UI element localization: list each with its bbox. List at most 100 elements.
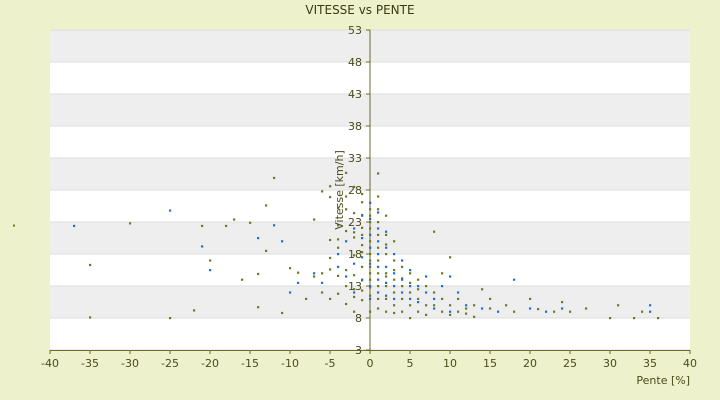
- data-point-olive: [369, 221, 372, 224]
- data-point-olive: [481, 288, 484, 291]
- data-point-olive: [89, 263, 92, 267]
- y-tick-label: 38: [348, 120, 362, 133]
- data-point-olive: [345, 285, 348, 288]
- data-point-olive: [617, 304, 620, 307]
- data-point-olive: [393, 259, 396, 262]
- data-point-olive: [385, 275, 388, 278]
- data-point-blue: [369, 246, 372, 249]
- data-point-olive: [321, 291, 324, 294]
- data-point-blue: [377, 240, 380, 243]
- data-point-blue: [361, 214, 364, 217]
- data-point-blue: [337, 265, 340, 268]
- data-point-olive: [353, 231, 356, 234]
- data-point-blue: [289, 291, 292, 294]
- y-tick-labels: 38131823283338434853: [348, 24, 370, 357]
- data-point-blue: [457, 291, 460, 294]
- x-tick-label: -40: [41, 357, 59, 370]
- data-point-olive: [401, 265, 404, 268]
- data-point-blue: [377, 211, 380, 214]
- data-point-olive: [441, 310, 444, 313]
- data-point-olive: [361, 226, 364, 229]
- data-point-blue: [169, 209, 172, 212]
- data-point-olive: [385, 233, 388, 236]
- data-point-olive: [209, 259, 212, 262]
- data-point-blue: [393, 285, 396, 288]
- y-tick-label: 13: [348, 280, 362, 293]
- data-point-blue: [385, 294, 388, 297]
- data-points: [13, 171, 660, 320]
- data-point-olive: [393, 304, 396, 307]
- data-point-blue: [481, 307, 484, 310]
- data-point-blue: [361, 278, 364, 281]
- data-point-olive: [353, 254, 356, 257]
- x-tick-label: 25: [563, 357, 577, 370]
- x-tick-label: 30: [603, 357, 617, 370]
- data-point-olive: [393, 269, 396, 272]
- data-point-olive: [257, 272, 260, 276]
- data-point-blue: [385, 246, 388, 249]
- data-point-olive: [401, 310, 404, 313]
- data-point-blue: [529, 307, 532, 310]
- data-point-olive: [657, 317, 660, 320]
- data-point-olive: [385, 253, 388, 256]
- data-point-olive: [345, 195, 348, 198]
- data-point-blue: [281, 240, 284, 243]
- x-tick-label: 35: [643, 357, 657, 370]
- data-point-blue: [369, 233, 372, 236]
- data-point-olive: [513, 310, 516, 313]
- data-point-blue: [377, 265, 380, 268]
- data-point-olive: [369, 265, 372, 268]
- data-point-olive: [473, 304, 476, 307]
- data-point-olive: [225, 224, 228, 228]
- data-point-olive: [345, 269, 348, 272]
- data-point-olive: [377, 246, 380, 249]
- data-point-olive: [409, 281, 412, 284]
- data-point-blue: [417, 285, 420, 288]
- data-point-olive: [369, 278, 372, 281]
- data-point-olive: [385, 272, 388, 275]
- data-point-olive: [305, 297, 308, 300]
- data-point-olive: [537, 308, 540, 311]
- data-point-olive: [585, 307, 588, 310]
- data-point-olive: [369, 253, 372, 256]
- data-point-blue: [649, 310, 652, 313]
- data-point-olive: [401, 277, 404, 280]
- data-point-olive: [201, 224, 204, 228]
- data-point-olive: [361, 299, 364, 302]
- data-point-olive: [377, 233, 380, 236]
- data-point-blue: [401, 278, 404, 281]
- data-point-olive: [353, 310, 356, 313]
- data-point-blue: [425, 291, 428, 294]
- data-point-olive: [401, 285, 404, 288]
- data-point-blue: [649, 304, 652, 307]
- data-point-blue: [369, 285, 372, 288]
- y-tick-label: 28: [348, 184, 362, 197]
- y-tick-label: 43: [348, 88, 362, 101]
- data-point-olive: [377, 221, 380, 224]
- data-point-olive: [569, 310, 572, 313]
- data-point-olive: [273, 176, 276, 180]
- data-point-olive: [401, 297, 404, 300]
- data-point-olive: [377, 172, 380, 175]
- data-point-olive: [369, 286, 372, 289]
- data-point-olive: [313, 218, 316, 221]
- x-tick-label: -30: [121, 357, 139, 370]
- data-point-blue: [369, 217, 372, 220]
- data-point-olive: [425, 313, 428, 316]
- data-point-olive: [385, 297, 388, 300]
- data-point-olive: [329, 238, 332, 242]
- data-point-blue: [401, 291, 404, 294]
- x-tick-label: -25: [161, 357, 179, 370]
- x-tick-label: -20: [201, 357, 219, 370]
- data-point-olive: [337, 246, 340, 249]
- data-point-olive: [353, 295, 356, 299]
- data-point-olive: [393, 311, 396, 315]
- data-point-blue: [449, 275, 452, 278]
- data-point-olive: [321, 190, 324, 193]
- data-point-blue: [385, 281, 388, 284]
- data-point-blue: [209, 269, 212, 272]
- data-point-blue: [465, 304, 468, 307]
- data-point-olive: [553, 310, 556, 313]
- y-tick-label: 48: [348, 56, 362, 69]
